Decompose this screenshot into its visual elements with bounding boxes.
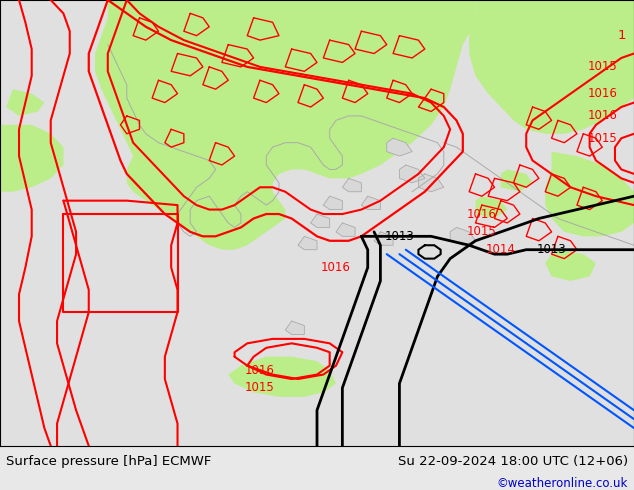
Polygon shape — [323, 196, 342, 210]
Polygon shape — [95, 0, 476, 250]
Polygon shape — [469, 0, 634, 134]
Text: 1014: 1014 — [486, 243, 516, 256]
Polygon shape — [133, 102, 165, 125]
Polygon shape — [311, 214, 330, 227]
Polygon shape — [285, 321, 304, 334]
Polygon shape — [545, 250, 596, 281]
Polygon shape — [304, 45, 342, 67]
Polygon shape — [298, 107, 330, 129]
Polygon shape — [152, 151, 178, 174]
Polygon shape — [298, 236, 317, 250]
Polygon shape — [399, 165, 425, 183]
Polygon shape — [235, 13, 273, 36]
Text: 1013: 1013 — [385, 230, 414, 243]
Text: 1015: 1015 — [588, 132, 617, 145]
Polygon shape — [387, 138, 412, 156]
Text: Surface pressure [hPa] ECMWF: Surface pressure [hPa] ECMWF — [6, 455, 212, 468]
Polygon shape — [6, 89, 44, 116]
Polygon shape — [545, 151, 634, 236]
Text: 1016: 1016 — [587, 87, 618, 100]
Polygon shape — [374, 232, 393, 245]
Text: 1016: 1016 — [467, 208, 497, 220]
Polygon shape — [501, 170, 533, 192]
Polygon shape — [184, 170, 216, 192]
Polygon shape — [13, 156, 51, 183]
Polygon shape — [254, 58, 285, 80]
Polygon shape — [336, 223, 355, 236]
Polygon shape — [216, 58, 247, 80]
Text: 1015: 1015 — [588, 60, 617, 74]
Polygon shape — [418, 174, 444, 192]
Text: 1013: 1013 — [537, 243, 566, 256]
Text: 1015: 1015 — [245, 381, 275, 394]
Text: 1: 1 — [617, 29, 626, 42]
Polygon shape — [476, 196, 507, 219]
Polygon shape — [228, 357, 336, 397]
Polygon shape — [450, 227, 476, 245]
Text: 1016: 1016 — [245, 364, 275, 377]
Text: 1016: 1016 — [321, 261, 351, 274]
Polygon shape — [368, 36, 406, 58]
Text: ©weatheronline.co.uk: ©weatheronline.co.uk — [496, 477, 628, 490]
Polygon shape — [171, 76, 203, 98]
Text: 1016: 1016 — [587, 109, 618, 122]
Text: 1015: 1015 — [467, 225, 496, 238]
Polygon shape — [361, 196, 380, 210]
Text: Su 22-09-2024 18:00 UTC (12+06): Su 22-09-2024 18:00 UTC (12+06) — [398, 455, 628, 468]
Polygon shape — [336, 98, 368, 121]
Polygon shape — [342, 178, 361, 192]
Polygon shape — [184, 22, 222, 45]
Polygon shape — [139, 125, 228, 183]
Polygon shape — [0, 125, 63, 192]
Polygon shape — [133, 31, 165, 53]
